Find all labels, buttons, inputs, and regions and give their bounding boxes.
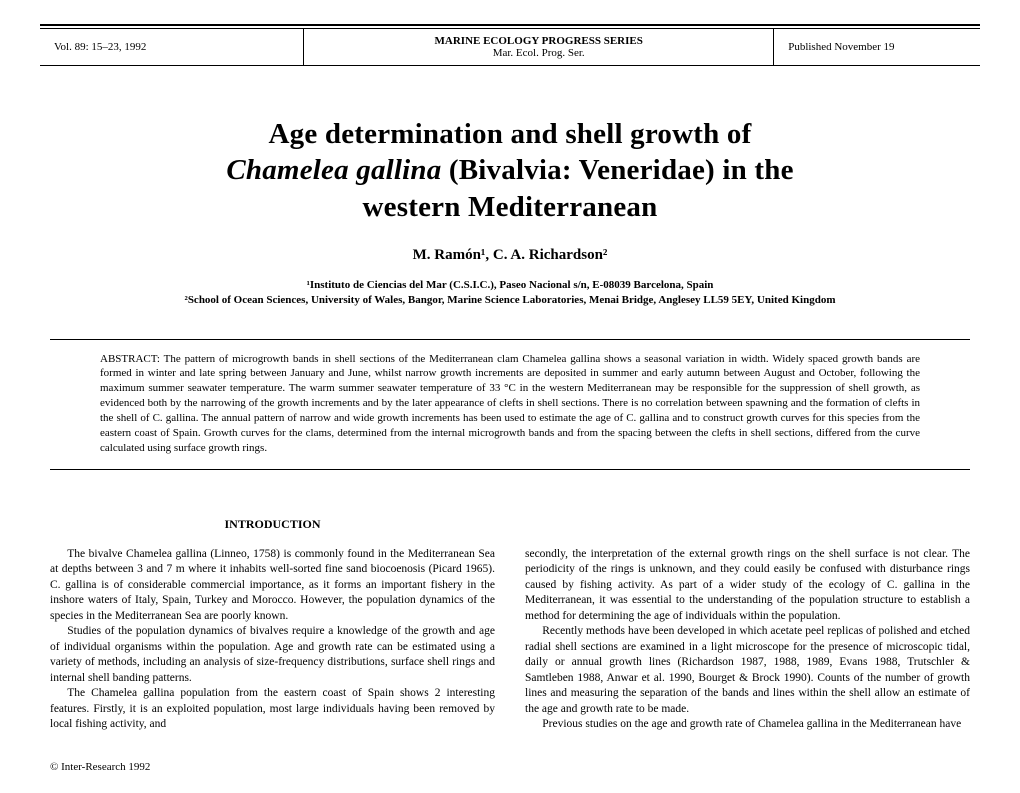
abstract-rule-top bbox=[50, 339, 970, 340]
paragraph: The bivalve Chamelea gallina (Linneo, 17… bbox=[50, 547, 495, 625]
series-sub: Mar. Ecol. Prog. Ser. bbox=[318, 47, 759, 59]
title-line1: Age determination and shell growth of bbox=[269, 118, 752, 150]
header-published: Published November 19 bbox=[773, 29, 980, 65]
abstract: ABSTRACT: The pattern of microgrowth ban… bbox=[100, 352, 920, 456]
copyright: © Inter-Research 1992 bbox=[50, 761, 970, 773]
title-line3: western Mediterranean bbox=[363, 191, 658, 223]
affiliation-1: ¹Instituto de Ciencias del Mar (C.S.I.C.… bbox=[100, 278, 920, 293]
article-title: Age determination and shell growth of Ch… bbox=[100, 116, 920, 225]
affiliation-2: ²School of Ocean Sciences, University of… bbox=[100, 293, 920, 308]
top-rule bbox=[40, 24, 980, 26]
spacer bbox=[525, 516, 970, 532]
volume-text: Vol. 89: 15–23, 1992 bbox=[54, 41, 289, 53]
abstract-rule-bottom bbox=[50, 469, 970, 470]
journal-header: Vol. 89: 15–23, 1992 MARINE ECOLOGY PROG… bbox=[40, 28, 980, 66]
header-series: MARINE ECOLOGY PROGRESS SERIES Mar. Ecol… bbox=[303, 29, 773, 65]
column-right: secondly, the interpretation of the exte… bbox=[525, 516, 970, 732]
body-columns: INTRODUCTION The bivalve Chamelea gallin… bbox=[50, 516, 970, 732]
title-block: Age determination and shell growth of Ch… bbox=[100, 116, 920, 309]
affiliations: ¹Instituto de Ciencias del Mar (C.S.I.C.… bbox=[100, 278, 920, 309]
paragraph: Recently methods have been developed in … bbox=[525, 624, 970, 717]
paragraph: The Chamelea gallina population from the… bbox=[50, 686, 495, 733]
series-main: MARINE ECOLOGY PROGRESS SERIES bbox=[318, 35, 759, 47]
paragraph: Previous studies on the age and growth r… bbox=[525, 717, 970, 733]
paragraph: secondly, the interpretation of the exte… bbox=[525, 547, 970, 625]
published-text: Published November 19 bbox=[788, 41, 966, 53]
column-left: INTRODUCTION The bivalve Chamelea gallin… bbox=[50, 516, 495, 732]
title-line2-rest: (Bivalvia: Veneridae) in the bbox=[441, 154, 793, 186]
paragraph: Studies of the population dynamics of bi… bbox=[50, 624, 495, 686]
header-volume: Vol. 89: 15–23, 1992 bbox=[40, 29, 303, 65]
section-heading-introduction: INTRODUCTION bbox=[50, 516, 495, 532]
title-species: Chamelea gallina bbox=[226, 154, 441, 186]
authors: M. Ramón¹, C. A. Richardson² bbox=[100, 247, 920, 264]
